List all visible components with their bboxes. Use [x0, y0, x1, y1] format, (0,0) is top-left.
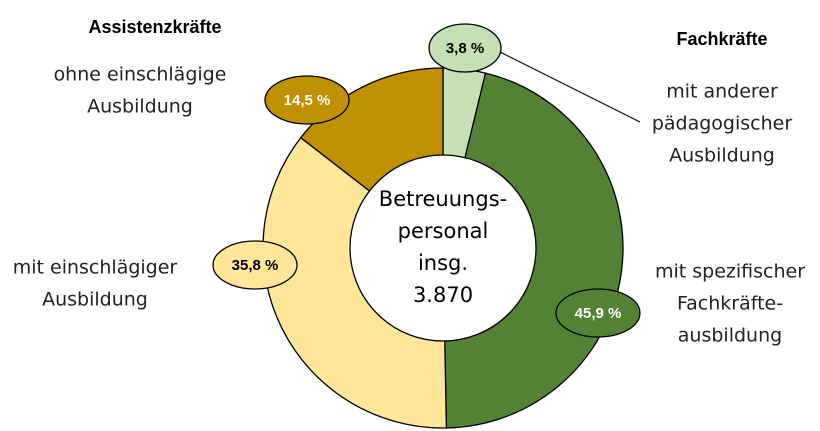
center-circle: [349, 154, 537, 342]
center-label: personal: [398, 219, 489, 243]
donut-segment: [262, 136, 448, 429]
value-bubble: [264, 75, 350, 125]
category-label: Ausbildung: [87, 96, 193, 118]
value-label: 35,8 %: [232, 257, 279, 274]
value-bubble: [212, 240, 298, 290]
category-label: mit anderer: [666, 81, 778, 103]
leader-line: [499, 51, 641, 123]
group-label: Fachkräfte: [676, 29, 767, 49]
category-label: ohne einschlägige: [54, 64, 227, 86]
group-label: Assistenzkräfte: [88, 17, 221, 37]
center-label: Betreuungs-: [379, 187, 507, 211]
category-label: mit einschlägiger: [13, 257, 178, 279]
value-label: 14,5 %: [284, 92, 331, 109]
value-label: 45,9 %: [575, 305, 622, 322]
center-label: insg.: [418, 251, 468, 275]
value-bubble: [555, 288, 641, 338]
category-label: pädagogischer: [652, 113, 793, 135]
center-label: 3.870: [413, 283, 473, 307]
category-label: Fachkräfte-: [677, 293, 783, 315]
category-label: mit spezifischer: [655, 261, 805, 283]
value-bubble: [428, 23, 502, 73]
value-label: 3,8 %: [446, 40, 484, 57]
category-label: ausbildung: [678, 325, 782, 347]
category-label: Ausbildung: [42, 289, 148, 311]
category-label: Ausbildung: [669, 145, 775, 167]
